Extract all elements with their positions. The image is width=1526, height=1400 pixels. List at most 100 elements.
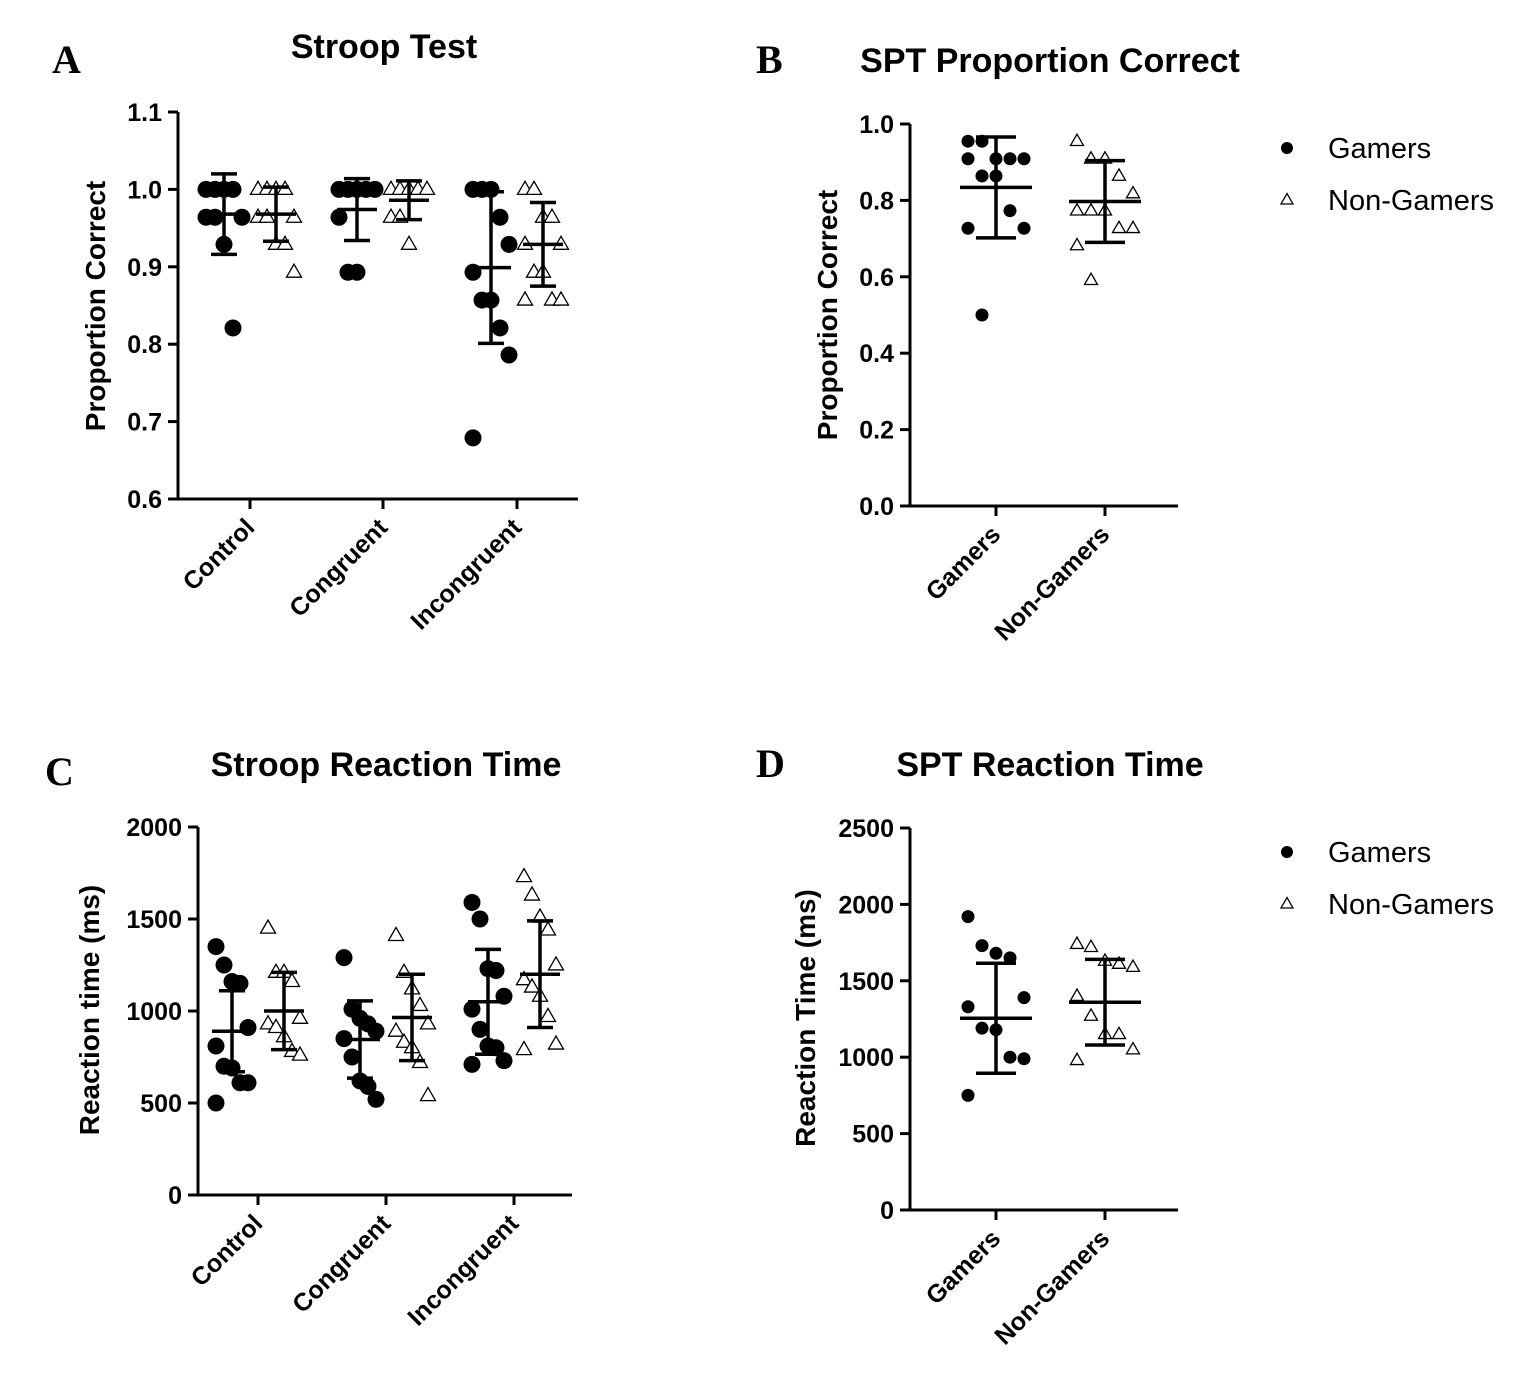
panel-c: C Stroop Reaction Time Reaction time (ms… — [45, 746, 572, 1331]
data-marks — [196, 827, 572, 1197]
gamer-point — [487, 962, 505, 980]
y-tick-label: 0.8 — [859, 187, 894, 215]
non-gamer-point — [516, 290, 534, 306]
gamer-point — [1017, 152, 1031, 166]
category-label: Gamers — [921, 520, 1007, 606]
y-tick-labels: 0 500 1000 1500 2000 — [126, 814, 516, 1210]
y-tick-label: 1.0 — [859, 111, 894, 139]
data-marks — [908, 124, 1178, 508]
gamer-point — [961, 152, 975, 166]
gamer-point — [487, 1039, 505, 1057]
non-gamer-point — [291, 1045, 309, 1061]
non-gamer-point — [523, 977, 541, 993]
gamer-point — [975, 1021, 989, 1035]
non-gamer-point — [1083, 202, 1099, 216]
gamer-point — [961, 134, 975, 148]
panel-letter: D — [756, 741, 785, 786]
gamer-point — [491, 208, 509, 226]
panel-letter: A — [52, 37, 81, 82]
non-gamer-point — [1125, 219, 1141, 234]
chart-title: Stroop Test — [291, 28, 477, 66]
gamer-point — [491, 319, 509, 337]
y-tick-label: 1000 — [838, 1044, 894, 1072]
non-gamer-point — [387, 926, 405, 942]
non-gamer-point — [419, 1014, 437, 1030]
gamer-point — [207, 1094, 225, 1112]
non-gamer-point — [539, 1007, 557, 1023]
non-gamer-point — [267, 1018, 285, 1034]
y-tick-label: 0.8 — [127, 331, 162, 359]
non-gamer-point — [1279, 192, 1295, 205]
chart-title: SPT Reaction Time — [896, 746, 1203, 784]
gamer-point — [233, 208, 251, 226]
legend-label: Non-Gamers — [1328, 889, 1494, 921]
non-gamer-point — [259, 918, 277, 934]
chart-title: SPT Proportion Correct — [860, 42, 1240, 80]
non-gamer-point — [1083, 1007, 1099, 1021]
panel-a: A Stroop Test Proportion Correct 0.60.70… — [52, 28, 578, 635]
gamer-point — [335, 949, 353, 967]
non-gamer-point — [419, 1086, 437, 1102]
non-gamer-point — [552, 290, 570, 306]
non-gamer-point — [547, 1034, 565, 1050]
gamer-point — [961, 1000, 975, 1014]
legend: Gamers Non-Gamers — [1279, 837, 1494, 921]
y-tick-label: 500 — [852, 1121, 894, 1149]
gamer-point — [231, 974, 249, 992]
gamer-point — [239, 1019, 257, 1037]
y-tick-label: 1000 — [126, 998, 182, 1026]
legend-label: Non-Gamers — [1328, 185, 1494, 217]
gamer-point — [482, 180, 500, 198]
gamer-point — [500, 346, 518, 364]
category-label: Non-Gamers — [989, 1224, 1115, 1350]
non-gamer-point — [1111, 219, 1127, 234]
chart-title: Stroop Reaction Time — [211, 746, 562, 784]
gamer-point — [239, 1074, 257, 1092]
gamer-point — [367, 1090, 385, 1108]
gamer-point — [975, 939, 989, 953]
non-gamer-point — [1279, 896, 1295, 909]
gamer-point — [1003, 1050, 1017, 1064]
gamer-point — [1017, 991, 1031, 1005]
gamer-point — [471, 910, 489, 928]
y-tick-label: 1.0 — [127, 176, 162, 204]
category-label: Control — [178, 513, 261, 596]
y-axis-label: Proportion Correct — [812, 190, 843, 440]
gamer-point — [366, 180, 384, 198]
non-gamer-point — [1069, 987, 1085, 1002]
gamer-point — [1003, 951, 1017, 965]
non-gamer-point — [1111, 167, 1127, 181]
y-tick-label: 1.1 — [127, 99, 162, 127]
gamer-point — [463, 1055, 481, 1073]
data-marks — [176, 112, 578, 501]
gamer-point — [1281, 846, 1293, 858]
category-label: Incongruent — [402, 1209, 524, 1331]
gamer-point — [1281, 142, 1293, 154]
gamer-point — [975, 308, 989, 322]
gamer-point — [215, 956, 233, 974]
y-tick-label: 2000 — [838, 891, 894, 919]
y-tick-label: 0.6 — [127, 486, 162, 514]
y-axis-label: Proportion Correct — [80, 181, 111, 431]
panel-b: B SPT Proportion Correct Proportion Corr… — [756, 37, 1494, 646]
non-gamer-point — [1125, 1041, 1141, 1055]
y-tick-label: 0.0 — [859, 493, 894, 521]
gamer-point — [961, 910, 975, 924]
gamer-point — [1017, 221, 1031, 235]
y-tick-label: 0 — [880, 1197, 894, 1225]
gamer-point — [1003, 152, 1017, 166]
category-label: Control — [186, 1209, 269, 1292]
non-gamer-point — [1069, 132, 1085, 147]
gamer-point — [463, 893, 481, 911]
y-axis-label: Reaction time (ms) — [74, 885, 105, 1136]
non-gamer-point — [547, 955, 565, 971]
gamer-point — [463, 1000, 481, 1018]
non-gamer-point — [387, 1021, 405, 1037]
non-gamer-point — [543, 207, 561, 223]
non-gamer-point — [411, 996, 429, 1012]
y-tick-label: 0.4 — [859, 340, 894, 368]
category-label: Gamers — [921, 1224, 1007, 1310]
gamer-point — [464, 429, 482, 447]
non-gamer-point — [1069, 202, 1085, 216]
